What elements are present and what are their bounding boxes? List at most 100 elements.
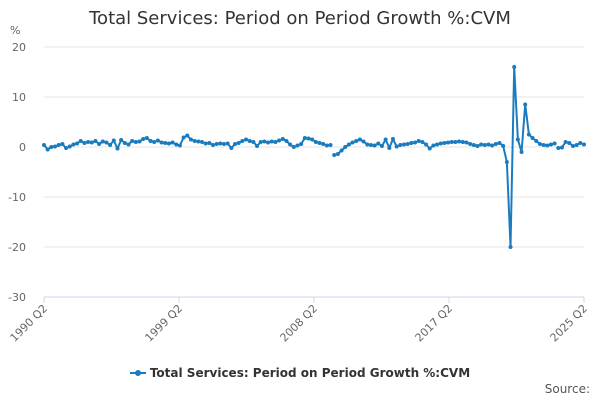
data-point[interactable] xyxy=(438,141,443,146)
data-point[interactable] xyxy=(64,146,69,150)
data-point[interactable] xyxy=(387,146,392,150)
data-point[interactable] xyxy=(196,139,201,144)
data-point[interactable] xyxy=(446,140,451,145)
data-point[interactable] xyxy=(284,139,289,143)
data-point[interactable] xyxy=(199,140,204,144)
data-point[interactable] xyxy=(45,147,50,152)
data-point[interactable] xyxy=(468,142,473,146)
data-point[interactable] xyxy=(515,137,520,142)
data-point[interactable] xyxy=(240,139,245,143)
data-point[interactable] xyxy=(233,142,238,146)
data-point[interactable] xyxy=(174,142,179,147)
data-point[interactable] xyxy=(346,142,351,147)
data-point[interactable] xyxy=(504,160,509,164)
data-point[interactable] xyxy=(280,137,285,141)
data-point[interactable] xyxy=(141,137,146,141)
data-point[interactable] xyxy=(302,136,307,140)
data-point[interactable] xyxy=(486,142,491,147)
data-point[interactable] xyxy=(321,142,326,146)
data-point[interactable] xyxy=(457,139,462,144)
data-point[interactable] xyxy=(501,144,506,148)
data-point[interactable] xyxy=(133,140,138,144)
data-point[interactable] xyxy=(343,145,348,149)
data-point[interactable] xyxy=(269,139,274,144)
data-point[interactable] xyxy=(100,139,105,144)
data-point[interactable] xyxy=(170,140,175,145)
data-point[interactable] xyxy=(383,137,388,142)
data-point[interactable] xyxy=(207,141,212,145)
data-point[interactable] xyxy=(365,142,370,147)
data-point[interactable] xyxy=(464,140,469,145)
data-point[interactable] xyxy=(255,144,260,148)
data-point[interactable] xyxy=(475,144,480,148)
data-point[interactable] xyxy=(427,146,432,151)
data-point[interactable] xyxy=(203,141,208,146)
data-point[interactable] xyxy=(537,142,542,146)
data-point[interactable] xyxy=(574,143,579,147)
data-point[interactable] xyxy=(185,133,190,138)
data-point[interactable] xyxy=(163,141,168,145)
data-point[interactable] xyxy=(556,146,561,150)
data-point[interactable] xyxy=(339,148,344,153)
data-point[interactable] xyxy=(570,144,575,148)
data-point[interactable] xyxy=(552,141,557,146)
data-point[interactable] xyxy=(534,139,539,143)
data-point[interactable] xyxy=(390,137,395,141)
data-point[interactable] xyxy=(111,138,116,143)
data-point[interactable] xyxy=(357,137,362,142)
data-point[interactable] xyxy=(479,142,484,147)
data-point[interactable] xyxy=(512,65,517,69)
data-point[interactable] xyxy=(332,153,337,157)
data-point[interactable] xyxy=(288,142,293,147)
data-point[interactable] xyxy=(431,143,436,148)
data-point[interactable] xyxy=(166,141,171,146)
data-point[interactable] xyxy=(89,140,94,145)
data-point[interactable] xyxy=(405,142,410,146)
data-point[interactable] xyxy=(490,143,495,148)
data-point[interactable] xyxy=(273,140,278,144)
data-point[interactable] xyxy=(368,143,373,147)
data-point[interactable] xyxy=(119,138,124,142)
data-point[interactable] xyxy=(115,146,120,151)
data-point[interactable] xyxy=(508,245,513,249)
data-point[interactable] xyxy=(247,139,252,143)
data-point[interactable] xyxy=(262,139,267,144)
data-point[interactable] xyxy=(442,141,447,145)
data-point[interactable] xyxy=(548,142,553,147)
data-point[interactable] xyxy=(376,141,381,146)
data-point[interactable] xyxy=(49,145,54,149)
data-point[interactable] xyxy=(453,140,458,144)
data-point[interactable] xyxy=(225,141,230,146)
data-point[interactable] xyxy=(93,139,98,143)
data-point[interactable] xyxy=(229,146,234,150)
data-point[interactable] xyxy=(313,140,318,144)
data-point[interactable] xyxy=(354,139,359,143)
data-point[interactable] xyxy=(122,141,127,145)
data-point[interactable] xyxy=(497,141,502,145)
data-point[interactable] xyxy=(394,144,399,149)
data-point[interactable] xyxy=(42,143,46,147)
data-point[interactable] xyxy=(251,140,256,144)
data-point[interactable] xyxy=(137,139,142,144)
data-point[interactable] xyxy=(578,141,583,145)
legend[interactable]: Total Services: Period on Period Growth … xyxy=(0,366,600,380)
data-point[interactable] xyxy=(214,142,219,146)
data-point[interactable] xyxy=(306,136,311,141)
data-point[interactable] xyxy=(379,144,384,148)
data-point[interactable] xyxy=(148,139,153,143)
data-point[interactable] xyxy=(435,142,440,147)
data-point[interactable] xyxy=(53,144,58,149)
data-point[interactable] xyxy=(413,140,418,145)
data-point[interactable] xyxy=(563,140,568,144)
data-point[interactable] xyxy=(155,138,160,143)
data-point[interactable] xyxy=(60,142,65,146)
data-point[interactable] xyxy=(335,152,340,156)
source-label[interactable]: Source: xyxy=(544,382,590,396)
data-point[interactable] xyxy=(523,102,528,107)
data-point[interactable] xyxy=(218,141,223,146)
data-point[interactable] xyxy=(159,140,164,145)
data-point[interactable] xyxy=(266,140,271,145)
data-point[interactable] xyxy=(56,143,61,147)
data-point[interactable] xyxy=(449,140,454,144)
data-point[interactable] xyxy=(188,137,193,142)
